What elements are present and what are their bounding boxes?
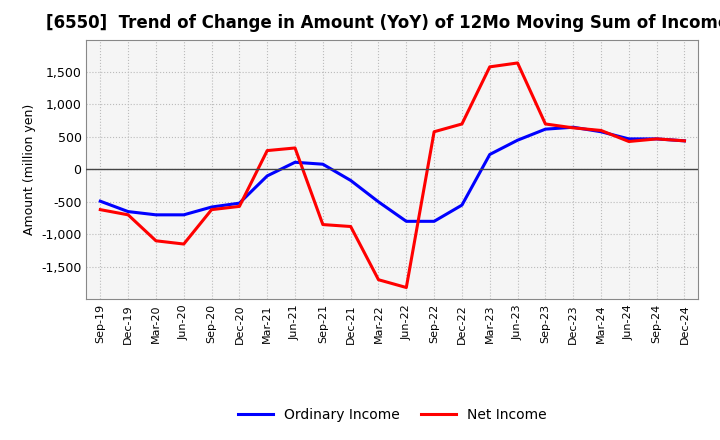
Net Income bbox=[318, 222, 327, 227]
Ordinary Income bbox=[597, 129, 606, 134]
Net Income bbox=[430, 129, 438, 134]
Line: Net Income: Net Income bbox=[100, 63, 685, 287]
Net Income bbox=[402, 285, 410, 290]
Ordinary Income bbox=[680, 138, 689, 143]
Ordinary Income bbox=[485, 152, 494, 157]
Ordinary Income bbox=[179, 212, 188, 217]
Net Income bbox=[207, 207, 216, 212]
Ordinary Income bbox=[402, 219, 410, 224]
Net Income bbox=[179, 242, 188, 247]
Ordinary Income bbox=[624, 136, 633, 142]
Net Income bbox=[96, 207, 104, 212]
Net Income bbox=[485, 64, 494, 70]
Ordinary Income bbox=[96, 198, 104, 204]
Net Income bbox=[458, 121, 467, 127]
Ordinary Income bbox=[263, 173, 271, 179]
Y-axis label: Amount (million yen): Amount (million yen) bbox=[22, 104, 35, 235]
Net Income bbox=[597, 128, 606, 133]
Ordinary Income bbox=[374, 199, 383, 205]
Net Income bbox=[569, 125, 577, 131]
Ordinary Income bbox=[152, 212, 161, 217]
Ordinary Income bbox=[207, 205, 216, 210]
Ordinary Income bbox=[541, 127, 550, 132]
Net Income bbox=[124, 212, 132, 217]
Ordinary Income bbox=[346, 178, 355, 183]
Net Income bbox=[541, 121, 550, 127]
Ordinary Income bbox=[569, 125, 577, 130]
Net Income bbox=[652, 136, 661, 142]
Ordinary Income bbox=[513, 138, 522, 143]
Ordinary Income bbox=[430, 219, 438, 224]
Net Income bbox=[624, 139, 633, 144]
Ordinary Income bbox=[458, 202, 467, 208]
Net Income bbox=[291, 145, 300, 150]
Legend: Ordinary Income, Net Income: Ordinary Income, Net Income bbox=[233, 402, 552, 427]
Ordinary Income bbox=[652, 136, 661, 142]
Ordinary Income bbox=[318, 161, 327, 167]
Title: [6550]  Trend of Change in Amount (YoY) of 12Mo Moving Sum of Incomes: [6550] Trend of Change in Amount (YoY) o… bbox=[46, 15, 720, 33]
Net Income bbox=[513, 60, 522, 66]
Net Income bbox=[346, 224, 355, 229]
Net Income bbox=[235, 204, 243, 209]
Net Income bbox=[680, 138, 689, 143]
Ordinary Income bbox=[235, 201, 243, 206]
Net Income bbox=[152, 238, 161, 243]
Net Income bbox=[263, 148, 271, 153]
Ordinary Income bbox=[291, 160, 300, 165]
Line: Ordinary Income: Ordinary Income bbox=[100, 127, 685, 221]
Net Income bbox=[374, 277, 383, 282]
Ordinary Income bbox=[124, 209, 132, 214]
